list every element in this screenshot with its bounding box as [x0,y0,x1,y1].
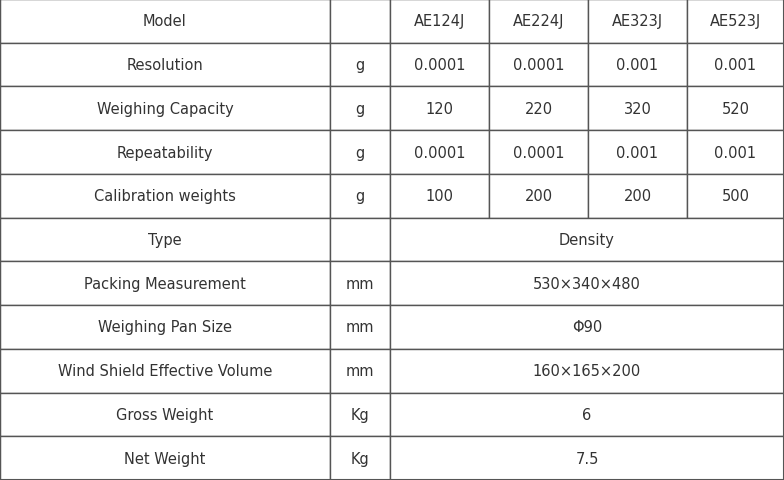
Bar [330,0,390,44]
Bar [687,87,784,131]
Text: Packing Measurement: Packing Measurement [84,276,246,291]
Bar [0,0,330,44]
Bar [0,305,330,349]
Text: Φ90: Φ90 [572,320,602,335]
Text: Resolution: Resolution [127,58,203,73]
Text: mm: mm [346,320,374,335]
Bar [330,218,390,262]
Bar [330,349,390,393]
Bar [0,131,330,175]
Text: AE124J: AE124J [414,14,465,29]
Bar [0,218,330,262]
Bar [0,44,330,87]
Text: mm: mm [346,363,374,378]
Bar [390,0,489,44]
Bar [489,0,588,44]
Bar [588,0,687,44]
Text: Type: Type [148,232,182,248]
Text: Model: Model [143,14,187,29]
Bar [330,393,390,436]
Bar [0,349,330,393]
Bar [390,393,784,436]
Bar [390,218,784,262]
Bar [390,349,784,393]
Bar [330,305,390,349]
Bar [0,87,330,131]
Text: Weighing Pan Size: Weighing Pan Size [98,320,232,335]
Bar [0,393,330,436]
Text: Repeatability: Repeatability [117,145,213,160]
Text: 160×165×200: 160×165×200 [533,363,641,378]
Bar [390,305,784,349]
Bar [588,131,687,175]
Text: 6: 6 [583,407,592,422]
Text: 530×340×480: 530×340×480 [533,276,641,291]
Bar [390,175,489,218]
Text: mm: mm [346,276,374,291]
Bar [390,131,489,175]
Text: Kg: Kg [350,407,369,422]
Text: g: g [355,145,365,160]
Text: 200: 200 [524,189,553,204]
Text: 7.5: 7.5 [575,451,599,466]
Bar [588,175,687,218]
Bar [687,0,784,44]
Bar [330,131,390,175]
Text: g: g [355,189,365,204]
Bar [0,175,330,218]
Text: Calibration weights: Calibration weights [94,189,236,204]
Bar [390,436,784,480]
Text: Kg: Kg [350,451,369,466]
Text: 0.0001: 0.0001 [414,58,465,73]
Text: 0.0001: 0.0001 [414,145,465,160]
Text: Gross Weight: Gross Weight [116,407,213,422]
Bar [687,175,784,218]
Text: Net Weight: Net Weight [125,451,205,466]
Text: Density: Density [559,232,615,248]
Text: 0.0001: 0.0001 [513,145,564,160]
Text: 320: 320 [623,102,652,117]
Text: 520: 520 [721,102,750,117]
Text: g: g [355,102,365,117]
Text: 0.001: 0.001 [714,145,757,160]
Bar [687,131,784,175]
Bar [588,87,687,131]
Text: 0.001: 0.001 [616,58,659,73]
Text: 120: 120 [426,102,453,117]
Text: Wind Shield Effective Volume: Wind Shield Effective Volume [58,363,272,378]
Bar [489,131,588,175]
Bar [330,262,390,305]
Bar [330,44,390,87]
Text: 100: 100 [426,189,453,204]
Text: 0.0001: 0.0001 [513,58,564,73]
Text: 0.001: 0.001 [616,145,659,160]
Text: 500: 500 [721,189,750,204]
Bar [588,44,687,87]
Bar [330,87,390,131]
Text: AE224J: AE224J [513,14,564,29]
Bar [390,87,489,131]
Bar [687,44,784,87]
Bar [489,44,588,87]
Bar [390,262,784,305]
Bar [489,175,588,218]
Text: 0.001: 0.001 [714,58,757,73]
Text: 200: 200 [623,189,652,204]
Bar [0,262,330,305]
Bar [0,436,330,480]
Bar [330,175,390,218]
Bar [489,87,588,131]
Text: AE323J: AE323J [612,14,663,29]
Text: AE523J: AE523J [710,14,761,29]
Text: g: g [355,58,365,73]
Text: 220: 220 [524,102,553,117]
Bar [390,44,489,87]
Bar [330,436,390,480]
Text: Weighing Capacity: Weighing Capacity [96,102,234,117]
